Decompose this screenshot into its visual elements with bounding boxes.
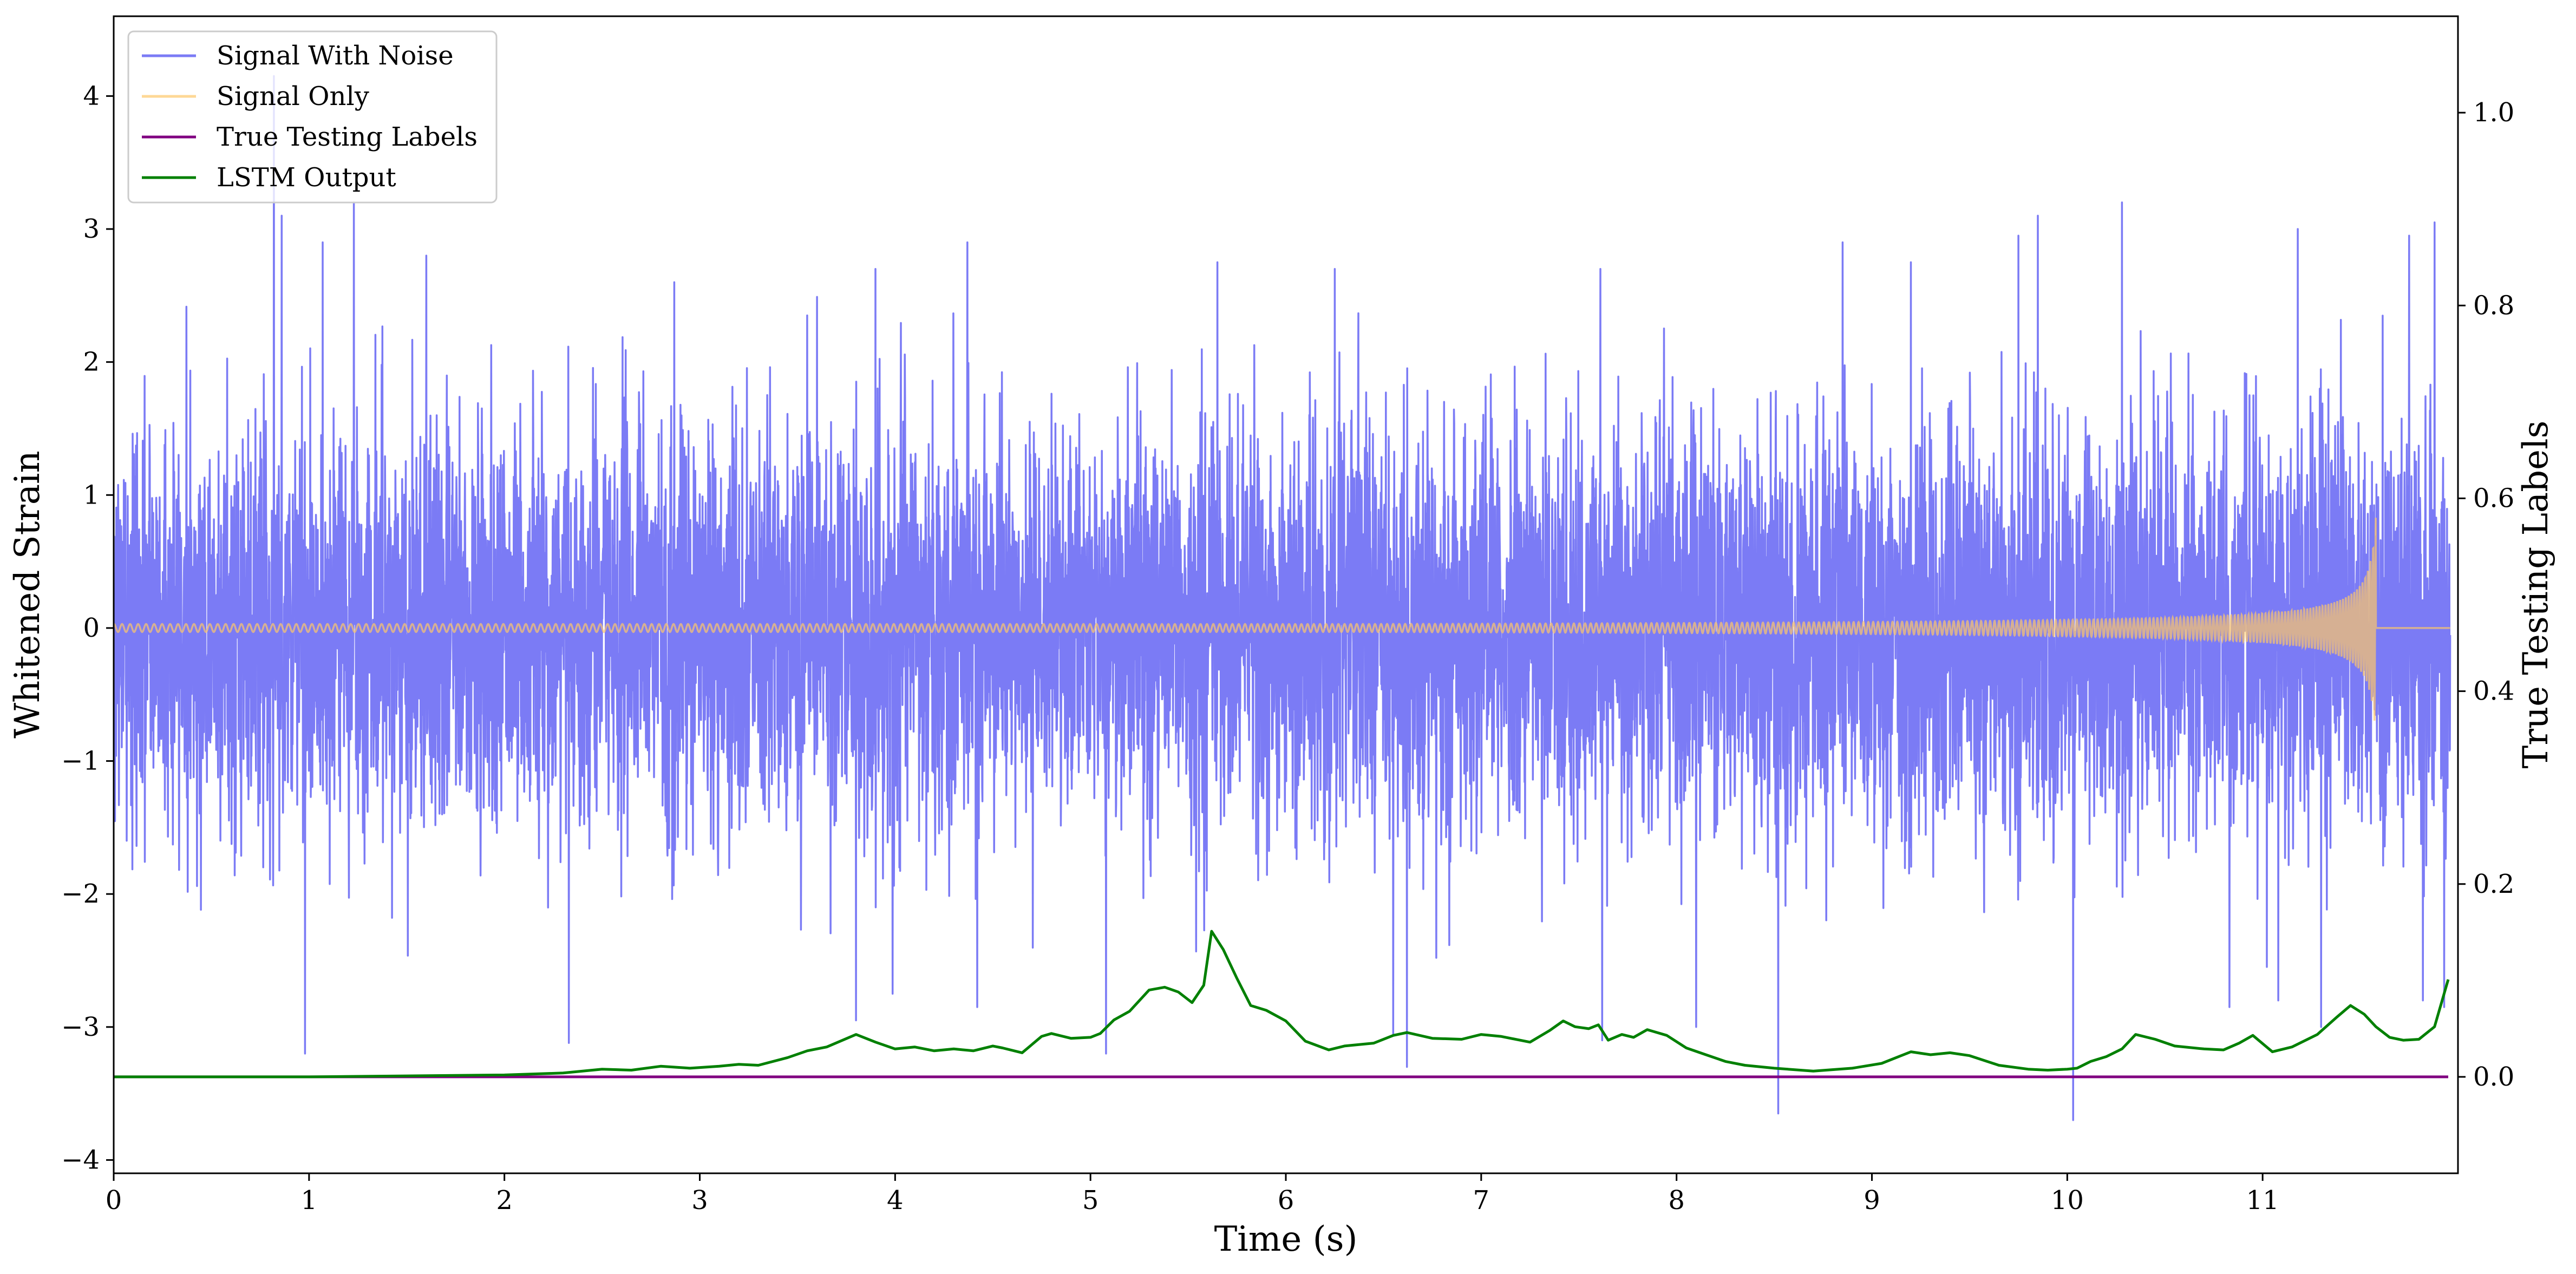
series-lstm-output xyxy=(114,930,2450,1079)
x-tick-label: 1 xyxy=(301,1185,318,1216)
y-left-tick-label: −2 xyxy=(61,879,100,909)
x-tick-label: 9 xyxy=(1864,1185,1880,1216)
y-left-tick-label: −4 xyxy=(61,1145,100,1175)
y-right-tick-label: 0.6 xyxy=(2473,483,2514,513)
legend-label-lstm-output: LSTM Output xyxy=(217,162,396,193)
y-right-tick-label: 0.4 xyxy=(2473,676,2514,707)
x-tick-label: 4 xyxy=(887,1185,904,1216)
y-left-tick-label: 0 xyxy=(83,613,100,643)
x-tick-label: 2 xyxy=(496,1185,513,1216)
legend-label-true-testing-labels: True Testing Labels xyxy=(217,122,478,152)
x-tick-label: 6 xyxy=(1278,1185,1294,1216)
y-axis-right-title: True Testing Labels xyxy=(2516,421,2556,769)
x-tick-label: 0 xyxy=(106,1185,122,1216)
legend-label-signal-with-noise: Signal With Noise xyxy=(217,41,454,71)
y-left-tick-label: 1 xyxy=(83,480,100,510)
y-left-tick-label: 4 xyxy=(83,81,100,111)
y-right-tick-label: 0.2 xyxy=(2473,869,2514,899)
y-right-tick-label: 0.8 xyxy=(2473,290,2514,321)
y-left-tick-label: −3 xyxy=(61,1012,100,1042)
x-tick-label: 7 xyxy=(1473,1185,1490,1216)
legend: Signal With Noise Signal Only True Testi… xyxy=(127,30,498,204)
y-axis-left-title: Whitened Strain xyxy=(8,450,48,738)
y-left-tick-label: 2 xyxy=(83,347,100,377)
y-right-tick-label: 0.0 xyxy=(2473,1062,2514,1092)
y-left-tick-label: 3 xyxy=(83,214,100,244)
series-signal-only xyxy=(114,518,2450,721)
x-axis-title: Time (s) xyxy=(1214,1219,1358,1259)
y-axis-right: 0.0 0.2 0.4 0.6 0.8 1.0 xyxy=(2458,97,2514,1092)
x-tick-label: 3 xyxy=(691,1185,708,1216)
y-left-tick-label: −1 xyxy=(61,746,100,776)
x-axis: 0 1 2 3 4 5 6 7 8 9 10 11 xyxy=(106,1173,2279,1216)
y-right-tick-label: 1.0 xyxy=(2473,97,2514,128)
legend-label-signal-only: Signal Only xyxy=(217,81,369,112)
x-tick-label: 8 xyxy=(1668,1185,1685,1216)
series-signal-with-noise xyxy=(114,75,2451,1121)
y-axis-left: −4 −3 −2 −1 0 1 2 3 4 xyxy=(61,81,114,1175)
x-tick-label: 5 xyxy=(1082,1185,1099,1216)
legend-box xyxy=(127,30,498,204)
x-tick-label: 11 xyxy=(2246,1185,2279,1216)
plot-area xyxy=(114,75,2451,1121)
x-tick-label: 10 xyxy=(2051,1185,2084,1216)
